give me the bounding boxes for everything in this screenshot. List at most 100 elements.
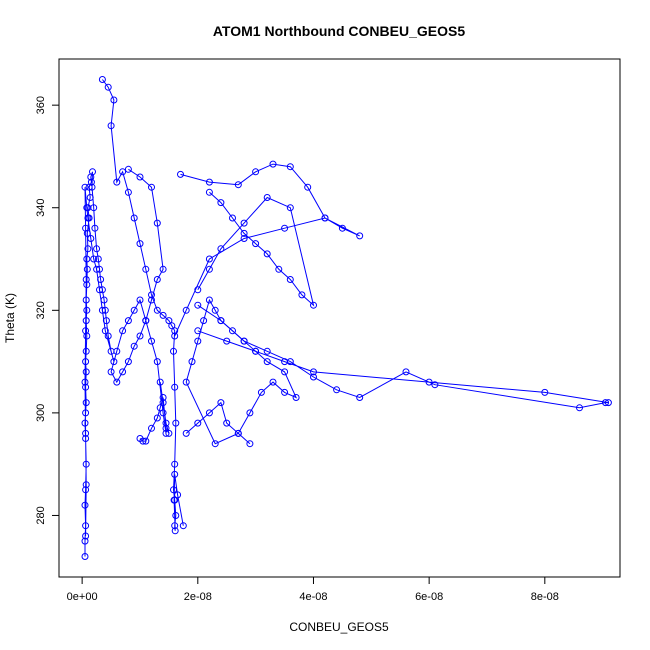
x-axis-title: CONBEU_GEOS5	[289, 620, 389, 634]
data-point	[113, 378, 121, 386]
data-point	[292, 394, 300, 401]
data-point	[234, 181, 242, 189]
data-point	[263, 194, 271, 201]
data-point	[310, 373, 317, 381]
data-point	[82, 435, 90, 442]
data-point	[205, 255, 213, 263]
data-point	[310, 301, 317, 309]
data-point	[541, 388, 549, 396]
data-point	[281, 358, 289, 366]
data-point	[124, 317, 132, 325]
data-point	[171, 470, 179, 478]
data-point	[194, 337, 202, 345]
data-point	[119, 168, 127, 176]
data-point	[136, 240, 144, 248]
data-series-6	[182, 296, 300, 448]
series-line	[110, 168, 167, 434]
data-point	[333, 386, 341, 394]
data-point	[148, 337, 155, 345]
data-point	[240, 219, 248, 227]
data-point	[82, 429, 90, 437]
data-point	[124, 165, 132, 173]
data-point	[263, 250, 271, 258]
data-point	[82, 522, 90, 530]
data-point	[136, 332, 144, 340]
data-point	[170, 347, 177, 355]
data-point	[136, 296, 144, 304]
data-point	[205, 178, 213, 186]
data-point	[153, 358, 161, 366]
data-point	[82, 276, 90, 283]
data-point	[431, 381, 439, 389]
x-tick-label: 4e-08	[299, 591, 327, 603]
data-point	[84, 245, 92, 253]
data-point	[82, 481, 90, 489]
data-point	[81, 419, 89, 427]
data-point	[82, 460, 90, 468]
data-point	[171, 383, 179, 391]
y-tick-label: 320	[35, 301, 47, 319]
data-point	[82, 368, 90, 376]
data-point	[321, 214, 329, 222]
data-point	[252, 168, 260, 176]
data-point	[82, 296, 90, 304]
data-point	[139, 437, 147, 445]
data-series-4	[171, 160, 364, 340]
data-point	[81, 183, 89, 191]
data-point	[98, 76, 106, 83]
x-tick-label: 8e-08	[531, 591, 559, 603]
data-series-3	[107, 165, 170, 437]
data-point	[83, 265, 91, 273]
data-point	[82, 358, 90, 366]
data-point	[356, 394, 364, 401]
data-point	[188, 358, 196, 366]
data-point	[142, 437, 150, 445]
data-point	[81, 501, 89, 509]
data-point	[156, 404, 164, 412]
data-point	[211, 440, 219, 448]
data-point	[110, 96, 118, 104]
data-point	[205, 409, 213, 417]
data-point	[182, 306, 190, 314]
data-point	[82, 486, 90, 494]
data-point	[205, 296, 213, 304]
data-point	[217, 245, 225, 253]
data-point	[82, 347, 90, 355]
data-point	[234, 429, 242, 437]
x-tick-label: 6e-08	[415, 591, 443, 603]
data-point	[82, 399, 90, 407]
data-point	[286, 163, 294, 171]
data-point	[182, 429, 190, 437]
data-point	[338, 224, 346, 232]
data-point	[217, 199, 225, 207]
data-point	[159, 311, 167, 319]
data-point	[246, 440, 254, 448]
data-point	[98, 286, 106, 294]
data-point	[142, 265, 150, 273]
data-point	[257, 388, 265, 396]
data-point	[96, 286, 103, 294]
data-point	[298, 291, 306, 299]
data-point	[172, 512, 180, 519]
data-point	[211, 306, 219, 314]
data-point	[90, 255, 98, 263]
data-point	[136, 173, 144, 181]
data-point	[165, 429, 173, 437]
data-point	[286, 276, 294, 283]
data-point	[159, 409, 167, 417]
data-point	[102, 317, 110, 325]
data-point	[107, 368, 115, 376]
data-point	[119, 368, 127, 376]
data-point	[101, 306, 109, 314]
data-point	[425, 378, 433, 386]
data-point	[205, 265, 213, 273]
data-point	[205, 188, 213, 196]
data-point	[153, 219, 161, 227]
y-axis-title: Theta (K)	[3, 293, 17, 343]
data-point	[252, 347, 260, 355]
data-point	[162, 424, 170, 432]
data-point	[81, 537, 89, 545]
x-axis: 0e+00 2e-08 4e-08 6e-08 8e-08	[67, 576, 559, 603]
data-point	[310, 368, 317, 376]
data-point	[182, 378, 190, 386]
